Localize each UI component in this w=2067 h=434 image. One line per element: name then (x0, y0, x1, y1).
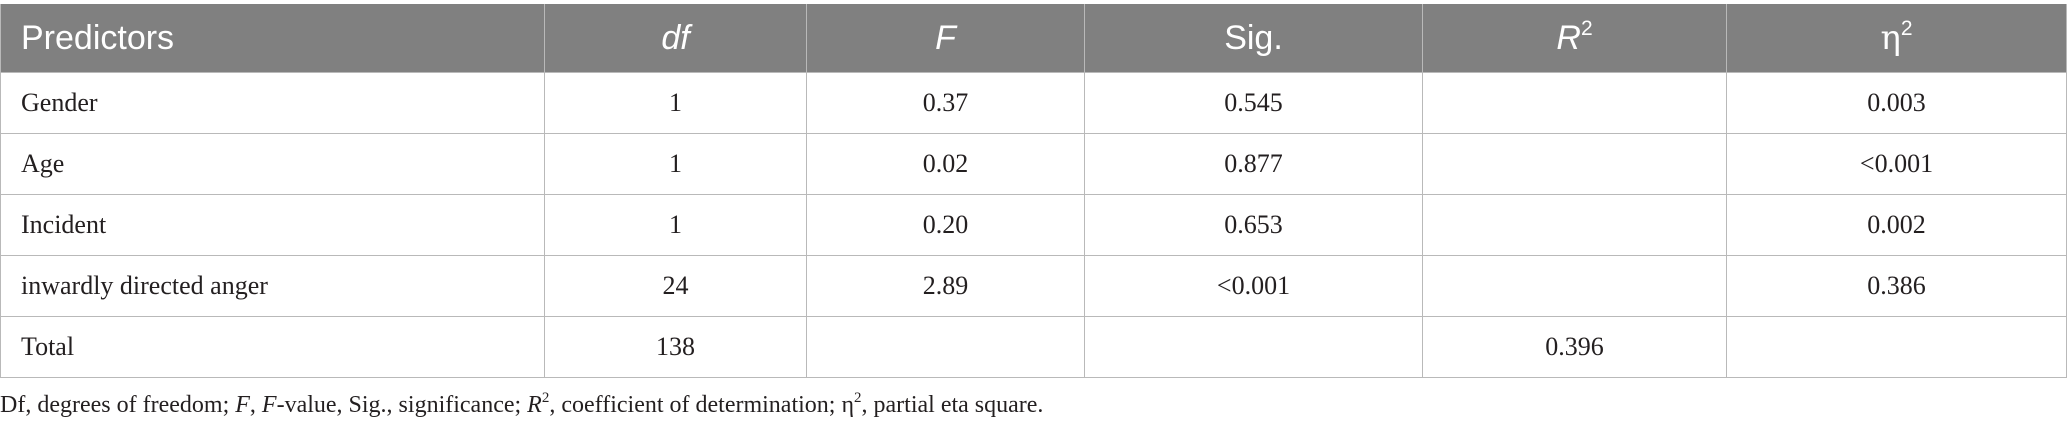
cell-eta2 (1726, 316, 2067, 378)
footnote-text-3: -value, Sig., significance; (276, 392, 528, 418)
footnote-eta-sup: 2 (854, 390, 862, 406)
cell-predictor: inwardly directed anger (0, 255, 545, 317)
header-predictors: Predictors (0, 4, 545, 73)
table-row: inwardly directed anger 24 2.89 <0.001 0… (0, 255, 2067, 317)
footnote-f-symbol-2: F (261, 392, 277, 418)
cell-f (806, 316, 1085, 378)
header-r-label: R (1556, 18, 1581, 57)
footnote-text-5: , partial eta square. (861, 392, 1044, 418)
table-footnote: Df, degrees of freedom; F, F-value, Sig.… (0, 390, 1044, 419)
cell-sig (1084, 316, 1423, 378)
cell-df: 138 (544, 316, 807, 378)
footnote-f-symbol: F (235, 392, 250, 418)
cell-predictor: Gender (0, 72, 545, 134)
cell-df: 24 (544, 255, 807, 317)
table-row: Total 138 0.396 (0, 316, 2067, 378)
cell-sig: <0.001 (1084, 255, 1423, 317)
footnote-r-symbol: R (527, 392, 542, 418)
cell-r2: 0.396 (1422, 316, 1727, 378)
cell-eta2: 0.386 (1726, 255, 2067, 317)
cell-r2 (1422, 72, 1727, 134)
table-row: Incident 1 0.20 0.653 0.002 (0, 194, 2067, 256)
header-eta2: η2 (1726, 4, 2067, 73)
cell-df: 1 (544, 72, 807, 134)
cell-eta2: 0.003 (1726, 72, 2067, 134)
cell-r2 (1422, 255, 1727, 317)
cell-df: 1 (544, 133, 807, 195)
header-f-label: F (935, 18, 956, 57)
cell-f: 0.37 (806, 72, 1085, 134)
cell-predictor: Age (0, 133, 545, 195)
cell-f: 0.20 (806, 194, 1085, 256)
cell-eta2: 0.002 (1726, 194, 2067, 256)
footnote-text-4: , coefficient of determination; η (549, 392, 855, 418)
cell-df: 1 (544, 194, 807, 256)
table-row: Gender 1 0.37 0.545 0.003 (0, 72, 2067, 134)
header-df: df (544, 4, 807, 73)
header-r-sup: 2 (1580, 16, 1593, 40)
cell-r2 (1422, 194, 1727, 256)
header-eta-label: η (1880, 18, 1901, 58)
header-sig: Sig. (1084, 4, 1423, 73)
results-table-container: Predictors df F Sig. R2 η2 Gender 1 0.37… (0, 4, 2067, 378)
cell-predictor: Total (0, 316, 545, 378)
cell-sig: 0.877 (1084, 133, 1423, 195)
footnote-r-sup: 2 (541, 390, 550, 406)
cell-sig: 0.545 (1084, 72, 1423, 134)
cell-f: 0.02 (806, 133, 1085, 195)
table-header-row: Predictors df F Sig. R2 η2 (0, 4, 2067, 73)
footnote-text-2: , (249, 392, 262, 418)
footnote-text-1: Df, degrees of freedom; (0, 392, 236, 418)
cell-f: 2.89 (806, 255, 1085, 317)
table-row: Age 1 0.02 0.877 <0.001 (0, 133, 2067, 195)
cell-eta2: <0.001 (1726, 133, 2067, 195)
results-table: Predictors df F Sig. R2 η2 Gender 1 0.37… (0, 4, 2067, 378)
header-df-label: df (661, 18, 690, 57)
header-r2: R2 (1422, 4, 1727, 73)
header-f: F (806, 4, 1085, 73)
cell-r2 (1422, 133, 1727, 195)
header-eta-sup: 2 (1900, 17, 1913, 40)
cell-sig: 0.653 (1084, 194, 1423, 256)
cell-predictor: Incident (0, 194, 545, 256)
